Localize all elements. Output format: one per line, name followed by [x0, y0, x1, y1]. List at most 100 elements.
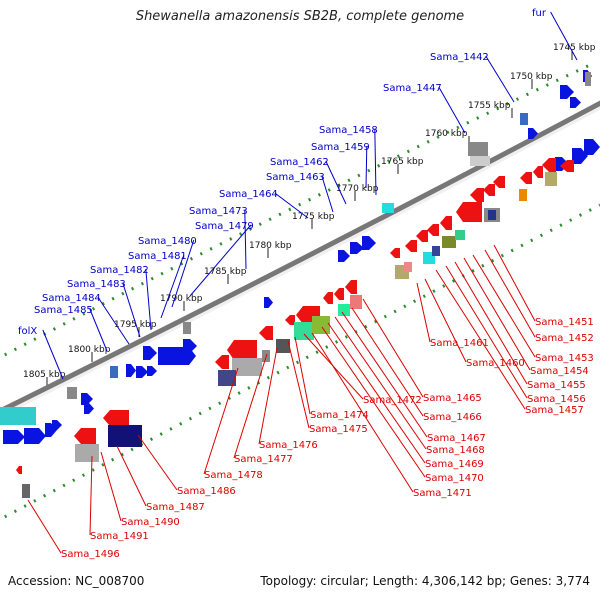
- reverse-gene: [560, 160, 574, 172]
- scale-tick-label: 1800 kbp: [68, 345, 111, 355]
- forward-gene-label: Sama_1463: [266, 172, 325, 183]
- reverse-gene: [334, 288, 344, 300]
- forward-gene: [570, 97, 581, 108]
- forward-gene: [584, 139, 600, 155]
- forward-gene-label: folX: [18, 326, 37, 337]
- gene-block: [404, 262, 412, 272]
- gene-block: [232, 358, 262, 376]
- gene-block: [108, 425, 142, 447]
- forward-gene-label: Sama_1459: [311, 142, 370, 153]
- scale-tick-label: 1785 kbp: [204, 267, 247, 277]
- scale-tick-label: 1790 kbp: [160, 294, 203, 304]
- reverse-gene-label: Sama_1476: [259, 440, 318, 451]
- reverse-gene-leader: [100, 451, 122, 522]
- reverse-gene-leader: [416, 282, 431, 343]
- reverse-gene-leader: [445, 265, 528, 399]
- reverse-gene-label: Sama_1491: [90, 531, 149, 542]
- reverse-gene-leader: [287, 340, 310, 429]
- forward-gene-label: Sama_1483: [67, 279, 126, 290]
- reverse-gene-label: Sama_1469: [425, 459, 484, 470]
- gene-block: [488, 210, 496, 220]
- reverse-gene: [215, 355, 229, 369]
- forward-gene-leader: [42, 329, 64, 380]
- reverse-gene-label: Sama_1453: [535, 353, 594, 364]
- reverse-gene-leader: [294, 336, 311, 415]
- reverse-gene: [390, 248, 400, 258]
- forward-gene-label: Sama_1458: [319, 125, 378, 136]
- reverse-gene: [227, 340, 257, 360]
- forward-gene-leader: [97, 296, 130, 345]
- forward-gene-label: Sama_1479: [195, 221, 254, 232]
- forward-gene-leader: [89, 308, 108, 352]
- forward-gene-label: Sama_1473: [189, 206, 248, 217]
- scale-tick-label: 1750 kbp: [510, 72, 553, 82]
- gene-block: [22, 484, 30, 498]
- reverse-gene-leader: [454, 261, 528, 385]
- gene-block: [470, 156, 490, 166]
- reverse-gene-label: Sama_1478: [204, 470, 263, 481]
- forward-gene-label: Sama_1482: [90, 265, 149, 276]
- gene-block: [442, 236, 456, 248]
- reverse-gene-leader: [493, 244, 536, 322]
- reverse-gene-label: Sama_1455: [527, 380, 586, 391]
- forward-gene-label: fur: [532, 8, 547, 19]
- gene-block: [520, 113, 528, 125]
- reverse-gene-leader: [116, 445, 147, 507]
- forward-gene: [136, 366, 148, 378]
- gene-block: [545, 172, 557, 186]
- forward-gene: [143, 346, 157, 360]
- gene-block: [294, 322, 314, 340]
- gene-block: [67, 387, 77, 399]
- forward-gene-label: Sama_1464: [219, 189, 278, 200]
- forward-gene-label: Sama_1481: [128, 251, 187, 262]
- forward-gene-leader: [171, 239, 195, 308]
- reverse-gene-leader: [362, 298, 424, 398]
- gene-block: [468, 142, 488, 156]
- reverse-gene-leader: [27, 499, 62, 554]
- reverse-gene-label: Sama_1487: [146, 502, 205, 513]
- forward-gene-leader: [145, 268, 152, 331]
- reverse-gene: [323, 292, 333, 304]
- reverse-gene: [259, 326, 273, 340]
- reverse-gene-label: Sama_1475: [309, 424, 368, 435]
- genome-summary-text: Topology: circular; Length: 4,306,142 bp…: [260, 574, 590, 588]
- reverse-gene-leader: [258, 347, 278, 445]
- forward-gene-label: Sama_1485: [34, 305, 93, 316]
- forward-gene: [147, 366, 157, 376]
- reverse-gene-leader: [463, 257, 531, 371]
- forward-gene-label: Sama_1442: [430, 52, 489, 63]
- forward-gene: [560, 85, 574, 99]
- reverse-gene: [427, 224, 439, 236]
- reverse-gene-label: Sama_1461: [430, 338, 489, 349]
- reverse-gene-leader: [334, 316, 427, 450]
- reverse-gene-leader: [303, 333, 364, 400]
- forward-gene: [362, 236, 376, 250]
- gene-block: [338, 304, 350, 316]
- forward-gene: [3, 430, 25, 444]
- map-title: Shewanella amazonensis SB2B, complete ge…: [135, 9, 465, 24]
- forward-gene: [84, 403, 94, 414]
- reverse-gene-label: Sama_1452: [535, 333, 594, 344]
- forward-gene: [183, 339, 197, 353]
- reverse-gene-label: Sama_1470: [425, 473, 484, 484]
- reverse-gene-label: Sama_1467: [427, 433, 486, 444]
- reverse-gene-label: Sama_1474: [310, 410, 369, 421]
- gene-block: [519, 189, 527, 201]
- reverse-gene-label: Sama_1454: [530, 366, 589, 377]
- reverse-gene-leader: [327, 322, 426, 464]
- gene-block: [455, 230, 465, 240]
- gene-block: [75, 444, 99, 462]
- scale-tick-label: 1770 kbp: [336, 184, 379, 194]
- reverse-gene-leader: [341, 311, 428, 438]
- forward-gene-leader: [274, 192, 309, 219]
- forward-gene-leader: [374, 128, 377, 196]
- forward-gene-leader: [325, 160, 347, 205]
- scale-tick-label: 1755 kbp: [468, 101, 511, 111]
- reverse-gene: [103, 410, 129, 426]
- reverse-gene-label: Sama_1456: [527, 394, 586, 405]
- reverse-gene: [542, 158, 556, 172]
- reverse-gene-leader: [137, 434, 178, 491]
- reverse-gene-leader: [321, 326, 426, 478]
